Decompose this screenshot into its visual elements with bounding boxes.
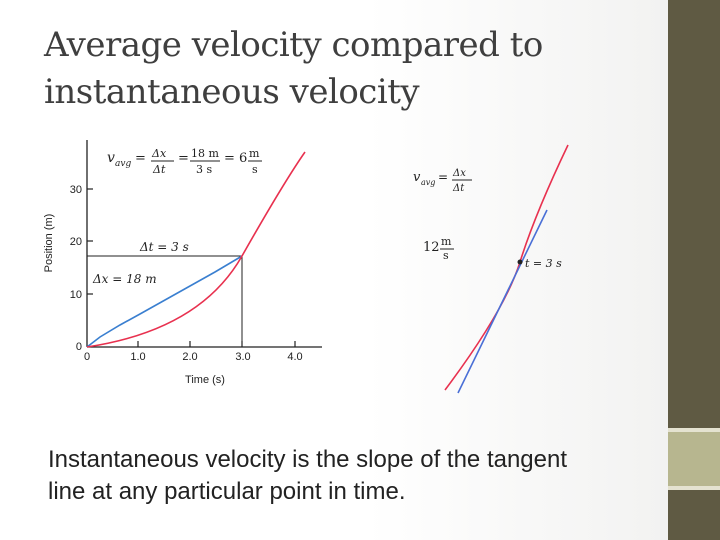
slide-background <box>0 0 668 540</box>
slide-title: Average velocity compared to instantaneo… <box>44 22 604 116</box>
y-tick-label-0: 0 <box>76 341 82 353</box>
svg-text:18 m: 18 m <box>191 147 219 160</box>
svg-text:=: = <box>178 151 189 166</box>
svg-text:v: v <box>107 150 115 166</box>
avg-velocity-formula: v avg = Δx Δt = 18 m 3 s = 6 m s <box>107 147 262 176</box>
svg-text:avg: avg <box>115 159 131 169</box>
x-tick-label-3: 3.0 <box>235 351 250 363</box>
y-tick-marks <box>87 188 93 295</box>
svg-text:v: v <box>413 170 421 185</box>
delta-x-label: Δx = 18 m <box>92 272 157 286</box>
secant-line <box>86 255 243 348</box>
caption-line-2: line at any particular point in time. <box>48 478 406 505</box>
y-tick-label-10: 10 <box>70 289 82 301</box>
side-decoration <box>668 0 720 540</box>
velocity-figure: 0 10 20 30 0 1.0 2.0 3.0 4.0 Position (m… <box>43 140 569 394</box>
tangent-formula: v avg = Δx Δt <box>413 168 472 194</box>
x-tick-marks <box>137 341 296 347</box>
x-tick-label-0: 0 <box>84 351 90 363</box>
svg-text:=: = <box>438 170 448 184</box>
tangent-diagram: t = 3 s v avg = Δx Δt 12 m s <box>413 144 569 394</box>
tangent-value: 12 m s <box>423 235 454 262</box>
caption-text: Instantaneous velocity is the slope of t… <box>48 444 663 508</box>
y-tick-label-30: 30 <box>70 184 82 196</box>
svg-text:= 6: = 6 <box>224 151 247 166</box>
svg-text:Δt: Δt <box>452 183 465 194</box>
x-tick-label-1: 1.0 <box>130 351 145 363</box>
svg-text:Δt: Δt <box>152 163 166 176</box>
svg-text:s: s <box>252 163 258 176</box>
y-axis-label: Position (m) <box>43 214 55 273</box>
x-tick-label-2: 2.0 <box>182 351 197 363</box>
x-tick-label-4: 4.0 <box>287 351 302 363</box>
y-tick-label-20: 20 <box>70 236 82 248</box>
svg-text:Δx: Δx <box>151 147 167 160</box>
tangent-line <box>457 209 548 394</box>
svg-text:avg: avg <box>421 178 435 187</box>
tangent-point-label: t = 3 s <box>525 257 562 270</box>
svg-text:=: = <box>135 151 146 166</box>
caption-line-1: Instantaneous velocity is the slope of t… <box>48 446 568 473</box>
svg-text:s: s <box>443 249 449 262</box>
position-time-graph: 0 10 20 30 0 1.0 2.0 3.0 4.0 Position (m… <box>43 140 322 386</box>
delta-t-label: Δt = 3 s <box>139 240 189 254</box>
x-axis-label: Time (s) <box>185 374 225 386</box>
title-line-1: Average velocity compared to <box>44 25 543 65</box>
svg-text:3 s: 3 s <box>196 163 212 176</box>
title-line-2: instantaneous velocity <box>44 72 420 112</box>
svg-text:m: m <box>441 235 452 248</box>
tangent-point <box>517 259 523 265</box>
svg-text:12: 12 <box>423 240 440 255</box>
svg-text:Δx: Δx <box>452 168 466 179</box>
svg-text:m: m <box>249 147 260 160</box>
position-curve <box>86 151 306 348</box>
